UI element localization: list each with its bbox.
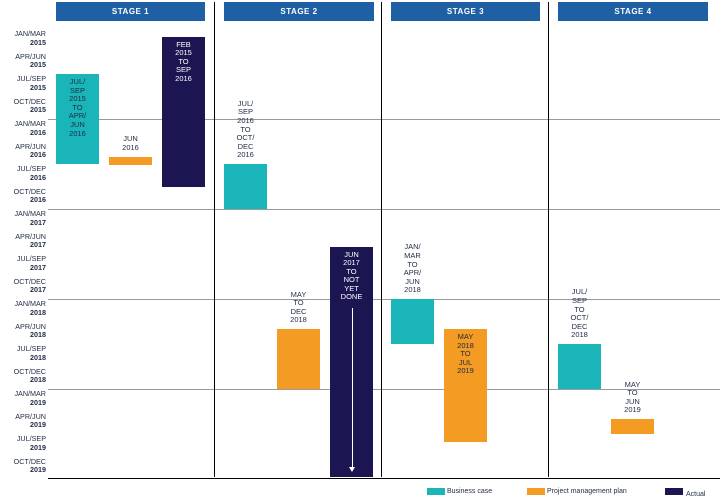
year-divider-2016	[48, 119, 720, 120]
timeline-bar-label: MAY TO DEC 2018	[290, 289, 307, 325]
time-axis-period: JAN/MAR	[14, 29, 46, 38]
time-axis-label: OCT/DEC 2019	[2, 456, 46, 475]
legend-business-case-swatch	[427, 488, 445, 495]
time-axis-label: APR/JUN 2019	[2, 411, 46, 430]
time-axis-label: APR/JUN 2016	[2, 141, 46, 160]
time-axis-period: OCT/DEC	[13, 186, 46, 196]
time-axis-period: JAN/MAR	[14, 299, 46, 308]
timeline-bar-label: JUL/ SEP TO OCT/ DEC 2018	[570, 287, 589, 340]
legend-business-case-label: Business case	[447, 488, 493, 495]
time-axis-period: APR/JUN	[15, 141, 46, 151]
time-axis-year: 2019	[30, 397, 46, 407]
time-axis-period: JUL/SEP	[16, 74, 46, 83]
time-axis-label: JUL/SEP 2015	[2, 74, 46, 92]
stage-4-header: STAGE 4	[558, 2, 708, 21]
timeline-bar-business-case	[391, 299, 434, 344]
time-axis-label: APR/JUN 2017	[2, 231, 46, 250]
timeline-bar-project-management-plan	[444, 329, 487, 442]
time-axis-period: JAN/MAR	[14, 209, 46, 218]
time-axis-year: 2016	[30, 127, 46, 137]
time-axis-year: 2016	[30, 150, 46, 159]
time-axis-period: JAN/MAR	[14, 389, 46, 398]
timeline-bar-label: JUN 2016	[122, 134, 139, 152]
timeline-bottom-line	[48, 478, 720, 479]
time-axis-year: 2018	[30, 307, 46, 317]
time-axis-year: 2015	[30, 82, 46, 92]
year-divider-2017	[48, 209, 720, 210]
timeline-bar-business-case	[558, 344, 601, 389]
time-axis-period: APR/JUN	[15, 411, 46, 421]
time-axis-year: 2015	[30, 60, 46, 69]
time-axis-period: OCT/DEC	[13, 96, 46, 106]
stage-divider-1	[214, 2, 215, 477]
time-axis-label: APR/JUN 2018	[2, 321, 46, 340]
time-axis-period: OCT/DEC	[13, 366, 46, 376]
timeline-bar-label: JUN 2017 TO NOT YET DONE	[340, 249, 363, 302]
time-axis-year: 2019	[30, 420, 46, 429]
time-axis-period: APR/JUN	[15, 321, 46, 331]
timeline-bar-business-case	[224, 164, 267, 209]
time-axis-label: OCT/DEC 2015	[2, 96, 46, 115]
timeline-bar-label: JUL/ SEP 2016 TO OCT/ DEC 2016	[236, 98, 255, 160]
time-axis-label: JAN/MAR 2016	[2, 119, 46, 137]
time-axis-year: 2017	[30, 262, 46, 272]
time-axis-label: JAN/MAR 2017	[2, 209, 46, 227]
timeline-bar-label: MAY TO JUN 2019	[624, 379, 641, 415]
time-axis-label: JAN/MAR 2019	[2, 389, 46, 407]
time-axis-year: 2015	[30, 105, 46, 114]
ongoing-arrow-line	[351, 308, 353, 467]
stage-2-header: STAGE 2	[224, 2, 374, 21]
time-axis-year: 2018	[30, 352, 46, 362]
time-axis-period: JUL/SEP	[16, 254, 46, 263]
time-axis-label: JUL/SEP 2016	[2, 164, 46, 182]
time-axis-period: OCT/DEC	[13, 456, 46, 466]
time-axis-period: JUL/SEP	[16, 164, 46, 173]
stage-1-header: STAGE 1	[56, 2, 205, 21]
ongoing-arrow-down-icon	[349, 467, 355, 472]
time-axis-label: OCT/DEC 2018	[2, 366, 46, 385]
time-axis-label: JAN/MAR 2018	[2, 299, 46, 317]
time-axis-period: APR/JUN	[15, 231, 46, 241]
stage-3-header: STAGE 3	[391, 2, 540, 21]
timeline-bar-project-management-plan	[611, 419, 654, 434]
time-axis-period: JUL/SEP	[16, 344, 46, 353]
time-axis-label: OCT/DEC 2016	[2, 186, 46, 205]
time-axis-label: JUL/SEP 2019	[2, 434, 46, 452]
time-axis-period: JUL/SEP	[16, 434, 46, 443]
legend-project-management-plan-label: Project management plan	[547, 488, 627, 495]
time-axis-year: 2016	[30, 172, 46, 182]
timeline-bar-label: FEB 2015 TO SEP 2016	[175, 39, 192, 83]
legend-actual-label: Actual	[686, 491, 706, 498]
time-axis-year: 2015	[30, 37, 46, 47]
stage-divider-2	[381, 2, 382, 477]
time-axis-label: JUL/SEP 2018	[2, 344, 46, 362]
time-axis-year: 2017	[30, 217, 46, 227]
time-axis-period: APR/JUN	[15, 51, 46, 61]
time-axis-year: 2018	[30, 375, 46, 384]
time-axis-year: 2017	[30, 240, 46, 249]
time-axis-label: APR/JUN 2015	[2, 51, 46, 70]
year-divider-2019	[48, 389, 720, 390]
time-axis-period: OCT/DEC	[13, 276, 46, 286]
timeline-bar-actual	[162, 36, 205, 187]
time-axis-period: JAN/MAR	[14, 119, 46, 128]
timeline-bar-business-case	[56, 74, 99, 164]
time-axis-label: JAN/MAR 2015	[2, 29, 46, 47]
time-axis-year: 2016	[30, 195, 46, 204]
stage-divider-3	[548, 2, 549, 477]
time-axis-year: 2018	[30, 330, 46, 339]
legend-actual-swatch	[665, 488, 683, 495]
timeline-bar-label: JUL/ SEP 2015 TO APR/ JUN 2016	[68, 77, 87, 138]
timeline-bar-label: JAN/ MAR TO APR/ JUN 2018	[403, 242, 422, 295]
timeline-bar-label: MAY 2018 TO JUL 2019	[457, 332, 474, 376]
time-axis-year: 2019	[30, 442, 46, 452]
year-divider-2018	[48, 299, 720, 300]
legend-project-management-plan-swatch	[527, 488, 545, 495]
timeline-bar-project-management-plan	[109, 156, 152, 165]
time-axis-label: JUL/SEP 2017	[2, 254, 46, 272]
time-axis-year: 2017	[30, 285, 46, 294]
time-axis-year: 2019	[30, 465, 46, 474]
timeline-bar-project-management-plan	[277, 329, 320, 389]
time-axis-label: OCT/DEC 2017	[2, 276, 46, 295]
